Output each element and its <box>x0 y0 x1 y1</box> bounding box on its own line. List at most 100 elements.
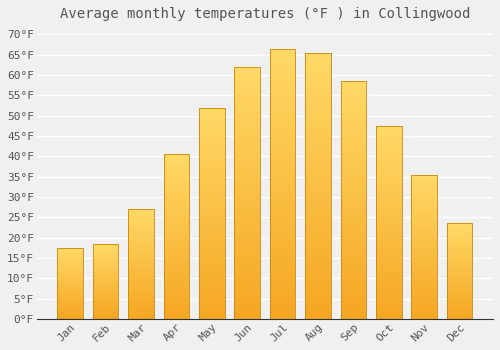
Bar <box>305 260 330 263</box>
Bar <box>93 270 118 271</box>
Bar <box>270 211 295 214</box>
Bar <box>305 61 330 63</box>
Bar <box>270 235 295 238</box>
Bar <box>376 159 402 161</box>
Bar <box>164 176 189 177</box>
Bar <box>340 178 366 181</box>
Bar <box>199 230 224 232</box>
Bar <box>128 237 154 238</box>
Bar <box>340 155 366 157</box>
Bar <box>93 291 118 292</box>
Bar <box>340 195 366 198</box>
Bar <box>128 230 154 231</box>
Bar <box>199 249 224 251</box>
Bar <box>412 258 437 260</box>
Bar <box>199 139 224 141</box>
Bar <box>164 171 189 173</box>
Bar <box>376 224 402 226</box>
Bar <box>199 184 224 186</box>
Bar <box>340 145 366 148</box>
Bar <box>128 245 154 246</box>
Bar <box>305 55 330 58</box>
Bar <box>234 236 260 238</box>
Bar <box>340 148 366 150</box>
Bar <box>234 158 260 160</box>
Bar <box>412 256 437 257</box>
Bar <box>305 53 330 55</box>
Bar <box>412 230 437 231</box>
Bar <box>447 278 472 279</box>
Bar <box>270 121 295 124</box>
Bar <box>128 226 154 227</box>
Bar <box>412 219 437 221</box>
Bar <box>340 150 366 153</box>
Bar <box>58 279 83 280</box>
Bar <box>128 265 154 266</box>
Bar <box>340 210 366 212</box>
Bar <box>128 301 154 302</box>
Bar <box>340 255 366 257</box>
Bar <box>305 170 330 173</box>
Bar <box>128 302 154 303</box>
Bar <box>234 213 260 216</box>
Bar <box>340 121 366 124</box>
Bar <box>340 167 366 169</box>
Bar <box>412 209 437 211</box>
Bar <box>447 248 472 249</box>
Bar <box>164 278 189 279</box>
Bar <box>305 298 330 300</box>
Bar <box>128 280 154 282</box>
Bar <box>376 139 402 141</box>
Bar <box>58 262 83 263</box>
Bar <box>128 238 154 239</box>
Bar <box>412 192 437 193</box>
Bar <box>128 210 154 211</box>
Bar <box>376 215 402 217</box>
Bar <box>234 180 260 183</box>
Bar <box>270 49 295 51</box>
Bar <box>270 165 295 168</box>
Bar <box>270 116 295 119</box>
Bar <box>270 240 295 243</box>
Bar <box>164 296 189 298</box>
Bar <box>199 317 224 319</box>
Bar <box>447 227 472 228</box>
Bar <box>199 122 224 125</box>
Bar <box>376 180 402 182</box>
Bar <box>305 308 330 311</box>
Bar <box>412 244 437 245</box>
Bar <box>305 306 330 308</box>
Bar <box>270 214 295 216</box>
Bar <box>234 289 260 291</box>
Bar <box>128 309 154 310</box>
Bar <box>128 227 154 228</box>
Bar <box>340 181 366 183</box>
Bar <box>199 205 224 207</box>
Bar <box>164 289 189 291</box>
Bar <box>234 150 260 153</box>
Bar <box>270 303 295 305</box>
Bar <box>305 210 330 212</box>
Bar <box>305 148 330 151</box>
Bar <box>164 201 189 202</box>
Bar <box>412 271 437 273</box>
Bar <box>270 195 295 197</box>
Bar <box>447 241 472 243</box>
Bar <box>270 284 295 286</box>
Bar <box>164 250 189 251</box>
Bar <box>412 261 437 262</box>
Bar <box>199 186 224 188</box>
Bar <box>376 135 402 138</box>
Bar <box>447 264 472 265</box>
Bar <box>270 192 295 195</box>
Bar <box>93 253 118 254</box>
Bar <box>412 201 437 202</box>
Bar <box>412 190 437 192</box>
Bar <box>128 264 154 265</box>
Bar <box>376 273 402 274</box>
Bar <box>270 149 295 151</box>
Bar <box>340 298 366 300</box>
Bar <box>93 254 118 255</box>
Bar <box>270 224 295 227</box>
Bar <box>199 268 224 270</box>
